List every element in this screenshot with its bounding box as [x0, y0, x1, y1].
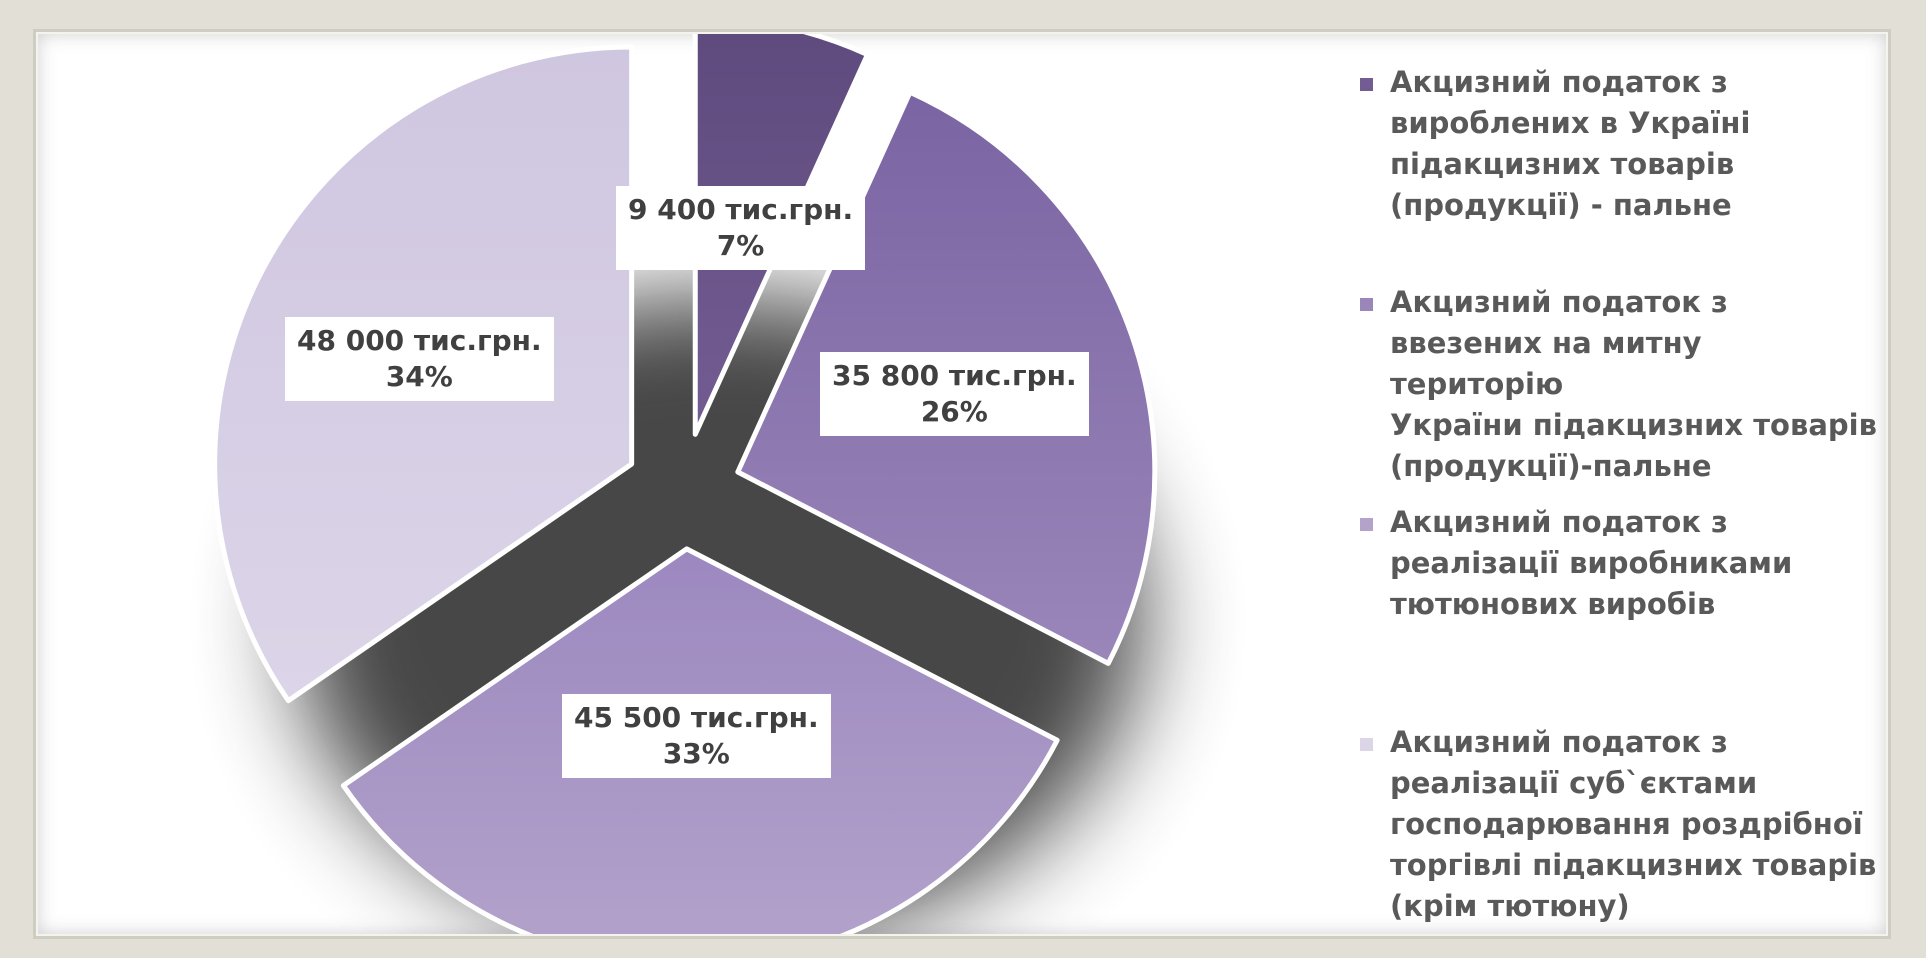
- legend-label: Акцизний податок з ввезених на митну тер…: [1390, 285, 1877, 483]
- legend-label: Акцизний податок з реалізації суб`єктами…: [1390, 725, 1877, 923]
- legend-swatch: [1360, 738, 1373, 751]
- chart-frame: 9 400 тис.грн. 7% 35 800 тис.грн. 26% 45…: [38, 34, 1886, 934]
- legend-swatch: [1360, 78, 1373, 91]
- legend-swatch: [1360, 518, 1373, 531]
- data-label-retail-trade: 48 000 тис.грн. 34%: [285, 317, 554, 401]
- legend-label: Акцизний податок з реалізації виробникам…: [1390, 505, 1793, 621]
- legend-item-retail-trade: Акцизний податок з реалізації суб`єктами…: [1360, 722, 1880, 927]
- legend-swatch: [1360, 298, 1373, 311]
- pie-chart: [212, 34, 1158, 934]
- legend-item-tobacco-producers: Акцизний податок з реалізації виробникам…: [1360, 502, 1880, 722]
- legend-label: Акцизний податок з вироблених в Україні …: [1390, 65, 1751, 222]
- legend-item-fuel-domestic: Акцизний податок з вироблених в Україні …: [1360, 62, 1880, 282]
- data-label-fuel-domestic: 9 400 тис.грн. 7%: [616, 186, 866, 270]
- legend: Акцизний податок з вироблених в Україні …: [1360, 62, 1880, 927]
- data-label-tobacco-producers: 45 500 тис.грн. 33%: [562, 694, 831, 778]
- data-label-fuel-import: 35 800 тис.грн. 26%: [820, 352, 1089, 436]
- legend-item-fuel-import: Акцизний податок з ввезених на митну тер…: [1360, 282, 1880, 502]
- pie-chart-area: 9 400 тис.грн. 7% 35 800 тис.грн. 26% 45…: [38, 34, 1328, 934]
